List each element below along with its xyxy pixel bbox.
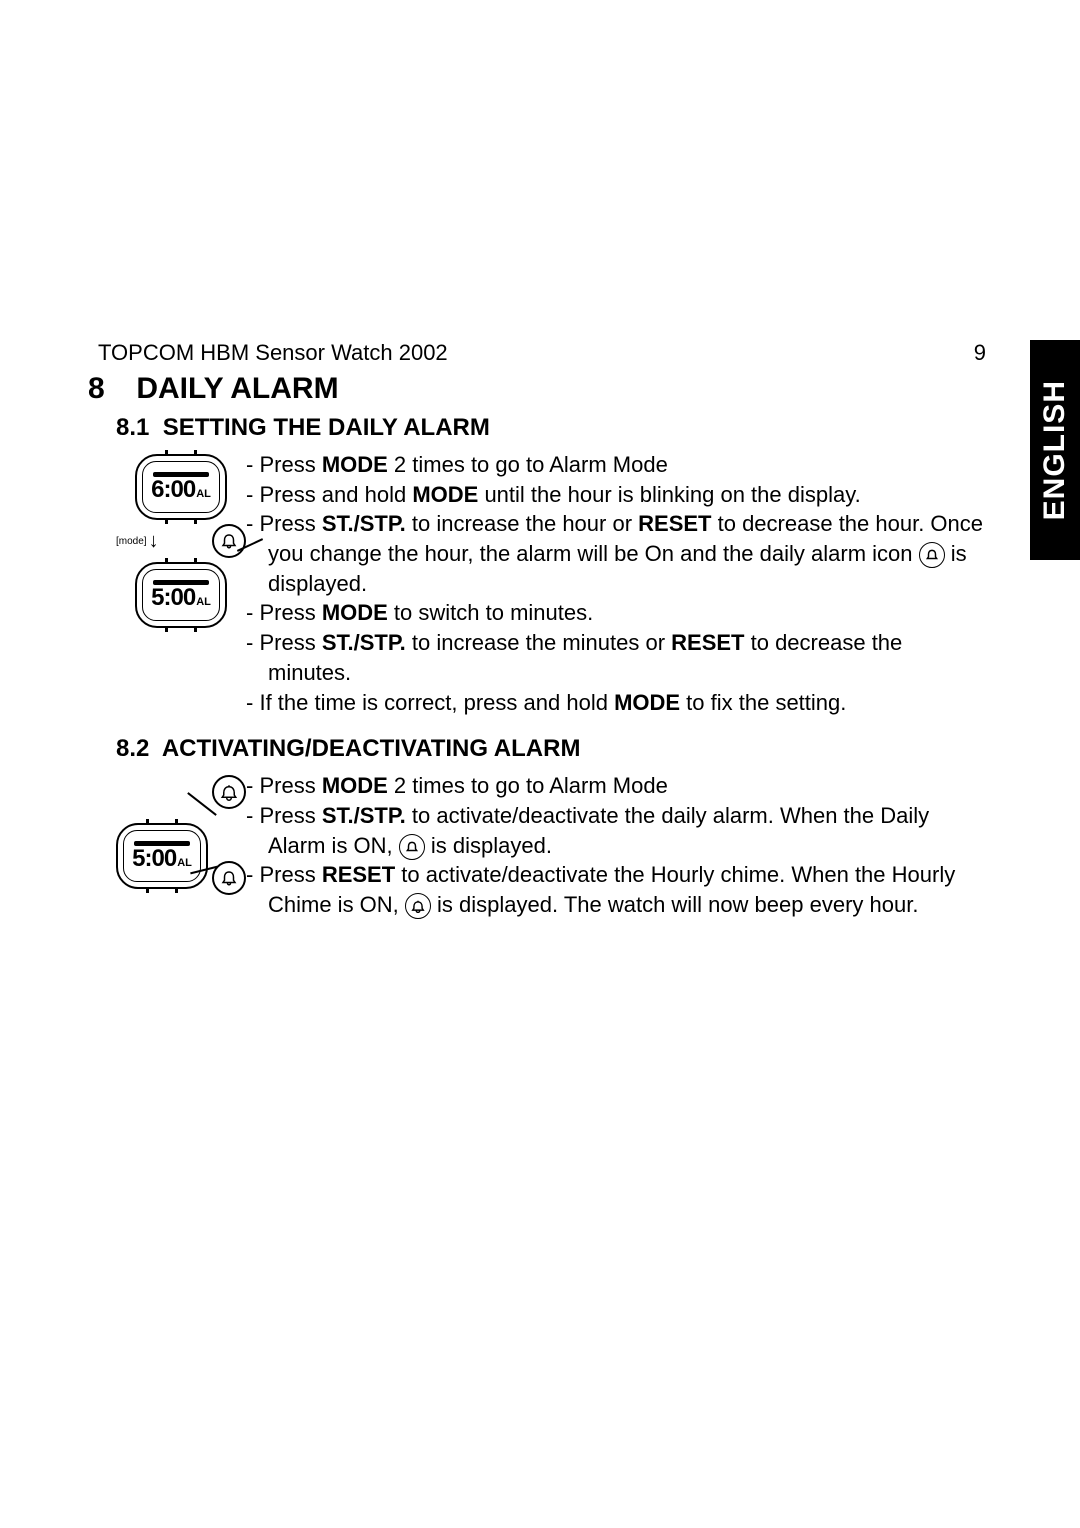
chime-bubble-icon — [212, 775, 246, 809]
section-title: 8 DAILY ALARM — [88, 372, 988, 406]
manual-page: ENGLISH TOPCOM HBM Sensor Watch 2002 9 8… — [0, 0, 1080, 1528]
watch-bottom-suffix: AL — [196, 597, 211, 608]
subsection-8-2-title: 8.2 ACTIVATING/DEACTIVATING ALARM — [116, 735, 988, 763]
alarm-icon — [220, 532, 238, 550]
instruction-item: Press MODE 2 times to go to Alarm Mode — [246, 771, 988, 801]
alarm-bubble-icon — [212, 524, 246, 558]
chime-icon — [220, 783, 238, 801]
mode-label: [mode] — [116, 536, 147, 547]
language-tab-text: ENGLISH — [1038, 380, 1072, 520]
watch-bottom-digits: 5:00 — [151, 586, 195, 610]
instruction-list-8-1: Press MODE 2 times to go to Alarm ModePr… — [246, 450, 988, 717]
alarm-icon — [220, 869, 238, 887]
subsection-8-1: 8.1 SETTING THE DAILY ALARM 6:00 AL — [116, 414, 988, 717]
watch-top-suffix: AL — [196, 489, 211, 500]
instruction-item: Press ST./STP. to increase the hour or R… — [246, 509, 988, 598]
instruction-item: Press and hold MODE until the hour is bl… — [246, 480, 988, 510]
instruction-item: Press MODE 2 times to go to Alarm Mode — [246, 450, 988, 480]
instruction-item: Press ST./STP. to activate/deactivate th… — [246, 801, 988, 860]
section-number: 8 — [88, 372, 128, 406]
watch-display-bottom: 5:00 AL — [135, 562, 227, 628]
instruction-list-8-2: Press MODE 2 times to go to Alarm ModePr… — [246, 771, 988, 919]
subsection-8-2-heading: ACTIVATING/DEACTIVATING ALARM — [162, 735, 581, 762]
language-tab: ENGLISH — [1030, 340, 1080, 560]
alarm-icon — [399, 834, 425, 860]
illustration-8-1: 6:00 AL [mode] ↓ — [116, 450, 246, 628]
header-title: TOPCOM HBM Sensor Watch 2002 — [98, 340, 448, 366]
watch-8-2-digits: 5:00 — [132, 847, 176, 871]
section-heading: DAILY ALARM — [136, 372, 338, 405]
watch-display-top: 6:00 AL — [135, 454, 227, 520]
instruction-item: If the time is correct, press and hold M… — [246, 688, 988, 718]
subsection-8-2-number: 8.2 — [116, 735, 149, 762]
instruction-item: Press MODE to switch to minutes. — [246, 598, 988, 628]
arrow-down-icon: ↓ — [149, 531, 159, 551]
page-header: TOPCOM HBM Sensor Watch 2002 9 — [88, 340, 988, 366]
subsection-8-1-title: 8.1 SETTING THE DAILY ALARM — [116, 414, 988, 442]
alarm-icon — [919, 542, 945, 568]
page-content: TOPCOM HBM Sensor Watch 2002 9 8 DAILY A… — [88, 340, 988, 930]
chime-icon — [405, 893, 431, 919]
subsection-8-1-heading: SETTING THE DAILY ALARM — [163, 414, 490, 441]
watch-8-2-suffix: AL — [177, 858, 192, 869]
watch-display-8-2: 5:00 AL — [116, 823, 208, 889]
subsection-8-2: 8.2 ACTIVATING/DEACTIVATING ALARM — [116, 735, 988, 919]
page-number: 9 — [974, 340, 986, 366]
instruction-item: Press RESET to activate/deactivate the H… — [246, 860, 988, 919]
illustration-8-2: 5:00 AL — [116, 771, 246, 895]
subsection-8-1-number: 8.1 — [116, 414, 149, 441]
watch-top-digits: 6:00 — [151, 478, 195, 502]
instruction-item: Press ST./STP. to increase the minutes o… — [246, 628, 988, 687]
